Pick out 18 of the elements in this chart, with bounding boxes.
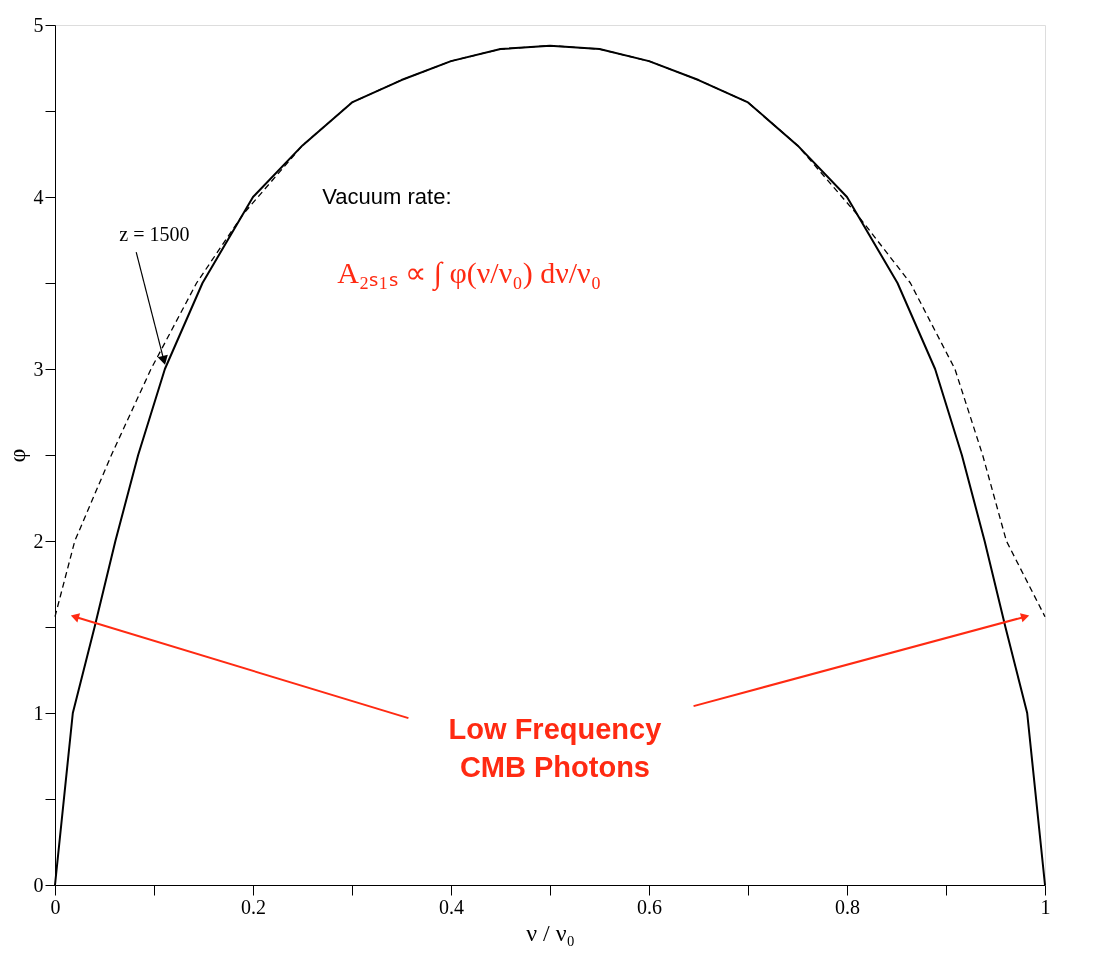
annotation: Vacuum rate:: [322, 184, 452, 209]
y-tick-label: 2: [33, 529, 44, 552]
y-tick-label: 1: [33, 701, 44, 724]
y-tick-label: 0: [33, 873, 44, 896]
x-tick-label: 0.8: [835, 895, 860, 918]
y-tick-label: 4: [33, 185, 44, 208]
x-axis-title: ν / ν₀: [526, 919, 575, 946]
x-tick-label: 0: [50, 895, 61, 918]
x-tick-label: 0.6: [637, 895, 662, 918]
y-tick-label: 5: [33, 13, 44, 36]
annotation: A₂ₛ₁ₛ ∝ ∫ φ(ν/ν₀) dν/ν₀: [337, 256, 602, 293]
x-tick-label: 0.4: [439, 895, 464, 918]
annotation: z = 1500: [119, 222, 190, 245]
annotation: Low Frequency CMB Photons: [448, 713, 662, 783]
y-axis-title: φ: [3, 448, 30, 463]
x-tick-label: 0.2: [241, 895, 266, 918]
x-tick-label: 1: [1040, 895, 1051, 918]
y-tick-label: 3: [33, 357, 44, 380]
